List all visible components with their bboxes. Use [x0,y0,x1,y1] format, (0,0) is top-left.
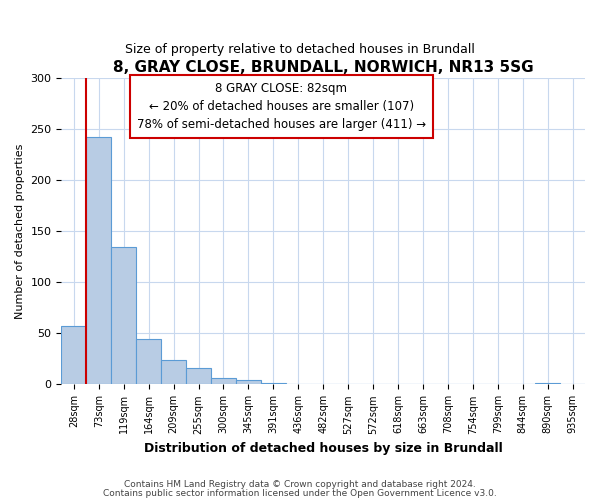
Bar [111,248,136,384]
Text: Contains public sector information licensed under the Open Government Licence v3: Contains public sector information licen… [103,489,497,498]
Bar [86,137,111,384]
Bar [161,360,186,384]
Bar [211,378,236,384]
Title: 8, GRAY CLOSE, BRUNDALL, NORWICH, NR13 5SG: 8, GRAY CLOSE, BRUNDALL, NORWICH, NR13 5… [113,60,533,75]
Y-axis label: Number of detached properties: Number of detached properties [15,144,25,318]
Bar [186,368,211,384]
Bar [61,326,86,384]
Text: Size of property relative to detached houses in Brundall: Size of property relative to detached ho… [125,42,475,56]
Bar [236,380,261,384]
Text: Contains HM Land Registry data © Crown copyright and database right 2024.: Contains HM Land Registry data © Crown c… [124,480,476,489]
X-axis label: Distribution of detached houses by size in Brundall: Distribution of detached houses by size … [144,442,503,455]
Text: 8 GRAY CLOSE: 82sqm
← 20% of detached houses are smaller (107)
78% of semi-detac: 8 GRAY CLOSE: 82sqm ← 20% of detached ho… [137,82,426,131]
Bar [136,340,161,384]
